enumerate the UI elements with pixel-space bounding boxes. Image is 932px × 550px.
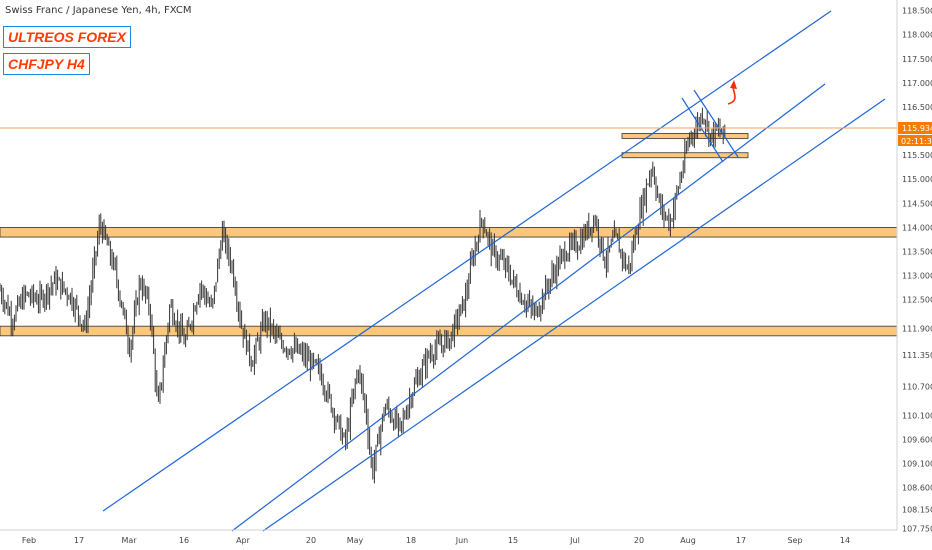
brand-label: ULTREOS FOREX xyxy=(3,26,131,48)
time-tick-label: Jun xyxy=(455,536,469,545)
time-axis[interactable]: Feb 17 Mar 16 Apr 20 May 18 Jun 15 Jul 20 Aug 17 Sep 14 xyxy=(22,536,850,545)
time-tick-label: 17 xyxy=(74,536,84,545)
price-tick-label: 114.000 xyxy=(902,223,932,232)
candlestick-series xyxy=(0,107,726,484)
price-tick-label: 114.500 xyxy=(902,199,932,208)
channel-lower-line[interactable] xyxy=(231,83,826,532)
price-tick-label: 109.600 xyxy=(902,435,932,444)
trend-lines[interactable] xyxy=(102,10,886,532)
breakout-arrow-head xyxy=(730,80,737,89)
price-tick-label: 110.100 xyxy=(902,411,932,420)
last-price-value: 115.934 xyxy=(902,124,932,133)
time-tick-label: 17 xyxy=(736,536,746,545)
price-tick-label: 113.000 xyxy=(902,272,932,281)
pair-timeframe-label: CHFJPY H4 xyxy=(3,53,90,75)
time-tick-label: May xyxy=(347,536,364,545)
price-tick-label: 111.350 xyxy=(902,351,932,360)
time-tick-label: 20 xyxy=(306,536,316,545)
price-tick-label: 107.750 xyxy=(902,525,932,534)
support-line-long[interactable] xyxy=(262,98,886,532)
time-tick-label: Feb xyxy=(22,536,36,545)
price-tick-label: 118.500 xyxy=(902,7,932,16)
price-tick-label: 118.000 xyxy=(902,31,932,40)
time-tick-label: 14 xyxy=(840,536,850,545)
flag-line-lower[interactable] xyxy=(681,97,724,163)
time-tick-label: Mar xyxy=(121,536,137,545)
price-tick-label: 108.600 xyxy=(902,484,932,493)
time-tick-label: 18 xyxy=(406,536,416,545)
price-tick-label: 115.000 xyxy=(902,175,932,184)
price-tick-label: 113.500 xyxy=(902,248,932,257)
time-tick-label: 15 xyxy=(508,536,518,545)
time-tick-label: 20 xyxy=(634,536,644,545)
countdown-value: 02:11:37 xyxy=(901,137,932,146)
price-tick-label: 116.500 xyxy=(902,103,932,112)
price-tick-label: 115.500 xyxy=(902,151,932,160)
price-axis[interactable]: 118.500118.000117.500117.000116.500116.0… xyxy=(902,7,932,534)
price-tick-label: 108.150 xyxy=(902,505,932,514)
time-tick-label: Apr xyxy=(236,536,251,545)
price-zone[interactable] xyxy=(0,227,898,238)
price-zone[interactable] xyxy=(621,133,749,139)
time-tick-label: Aug xyxy=(680,536,696,545)
price-tick-label: 112.500 xyxy=(902,296,932,305)
time-tick-label: Jul xyxy=(569,536,580,545)
price-tick-label: 110.700 xyxy=(902,382,932,391)
channel-upper-line[interactable] xyxy=(102,10,832,512)
symbol-title: Swiss Franc / Japanese Yen, 4h, FXCM xyxy=(5,5,192,16)
time-tick-label: 16 xyxy=(179,536,189,545)
time-tick-label: Sep xyxy=(787,536,802,545)
price-tick-label: 111.900 xyxy=(902,325,932,334)
last-price-tag: 115.934 02:11:37 xyxy=(898,122,932,146)
flag-line-upper[interactable] xyxy=(693,89,739,158)
price-tick-label: 117.500 xyxy=(902,55,932,64)
price-tick-label: 109.100 xyxy=(902,460,932,469)
price-tick-label: 117.000 xyxy=(902,79,932,88)
